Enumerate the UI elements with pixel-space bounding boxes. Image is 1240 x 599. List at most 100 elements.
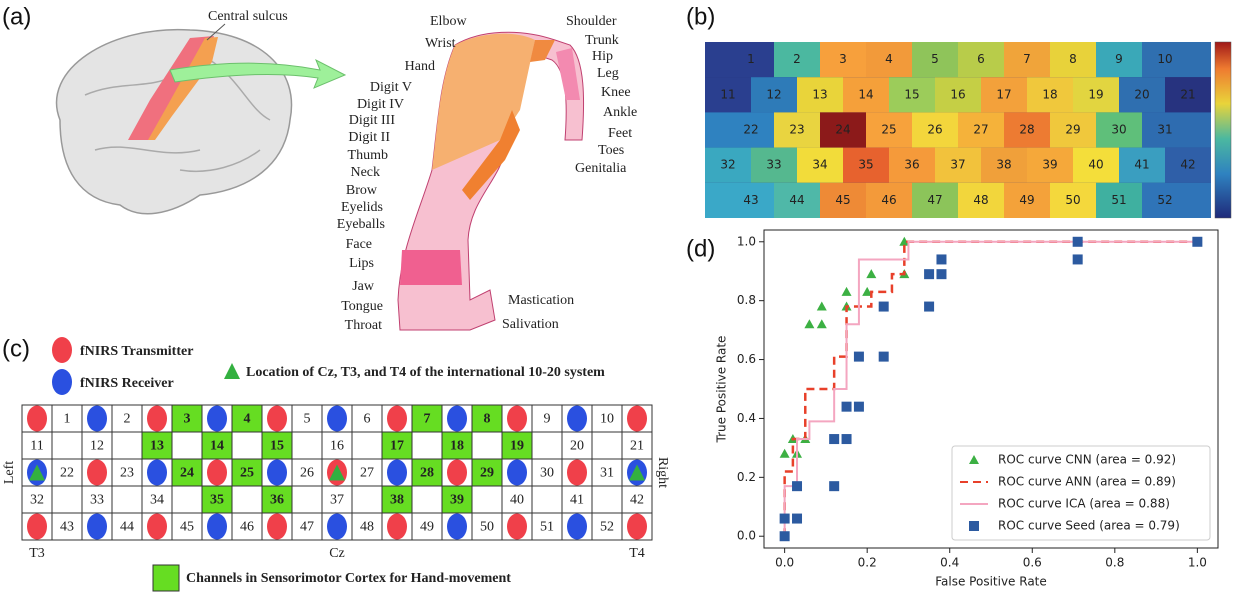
y-tick-label: 0.0: [737, 529, 756, 543]
channel-label: 27: [360, 466, 374, 481]
channel-label: 49: [1019, 193, 1034, 207]
grid-cell: [51, 431, 83, 460]
legend-swatch: [152, 564, 180, 592]
channel-label: 34: [812, 158, 827, 172]
channel-label: 16: [330, 439, 344, 454]
body-part-label: Digit V: [370, 80, 412, 95]
optode: [147, 513, 167, 540]
channel-label: 46: [240, 520, 254, 535]
grid-cell: [51, 485, 83, 514]
heatmap-cell: [774, 182, 820, 218]
y-tick-label: 1.0: [737, 234, 756, 248]
channel-label: 45: [835, 193, 850, 207]
heatmap-cell: [1165, 147, 1211, 183]
optode: [147, 405, 167, 432]
grid-cell: [171, 485, 203, 514]
body-part-labels: Elbow Shoulder Wrist Trunk Hip Hand Leg …: [337, 14, 637, 333]
channel-label: 7: [1023, 52, 1031, 66]
data-point: [1192, 236, 1203, 247]
x-tick-label: 0.6: [1023, 556, 1042, 570]
heatmap-cell: [1027, 77, 1073, 113]
grid-cell: [441, 431, 473, 460]
grid-cell: [201, 431, 233, 460]
legend-label: ROC curve ICA (area = 0.88): [998, 497, 1170, 511]
channel-label: 39: [450, 493, 464, 508]
channel-label: 35: [210, 493, 224, 508]
panel-label: (c): [2, 335, 30, 362]
channel-label: 23: [120, 466, 134, 481]
grid-cell: [621, 431, 653, 460]
grid-cell: [471, 512, 503, 541]
heatmap-cell: [705, 77, 751, 113]
grid-cell: [531, 431, 563, 460]
channel-label: 1: [64, 412, 71, 427]
grid-cell: [531, 458, 563, 487]
channel-label: 48: [973, 193, 988, 207]
body-part-label: Shoulder: [566, 14, 617, 29]
optode: [447, 405, 467, 432]
reference-label: Cz: [329, 546, 345, 561]
data-point: [878, 301, 889, 312]
heatmap-cell: [981, 147, 1027, 183]
y-tick-label: 0.4: [737, 411, 756, 425]
heatmap-edge: [705, 42, 728, 78]
channel-label: 29: [480, 466, 494, 481]
channel-label: 3: [184, 412, 191, 427]
channel-label: 28: [420, 466, 434, 481]
body-part-label: Feet: [608, 126, 632, 141]
data-point: [853, 351, 864, 362]
heatmap-cell: [705, 147, 751, 183]
channel-label: 17: [996, 87, 1011, 101]
heatmap-cell: [1096, 42, 1142, 78]
channel-label: 34: [150, 493, 164, 508]
heatmap-cell: [958, 42, 1004, 78]
optode: [207, 405, 227, 432]
data-point: [841, 434, 852, 445]
channel-label: 38: [996, 158, 1011, 172]
data-point: [841, 401, 852, 412]
central-sulcus-label: Central sulcus: [208, 9, 288, 24]
heatmap-cell: [1004, 112, 1050, 148]
side-label: Right: [655, 457, 670, 488]
data-point: [779, 448, 790, 458]
channel-label: 22: [743, 123, 758, 137]
channel-label: 51: [1111, 193, 1126, 207]
channel-label: 4: [244, 412, 251, 427]
heatmap-cell: [820, 182, 866, 218]
heatmap-cell: [866, 182, 912, 218]
grid-cell: [621, 485, 653, 514]
optode: [87, 513, 107, 540]
body-part-label: Trunk: [585, 33, 619, 48]
heatmap-edge: [1188, 112, 1211, 148]
roc-line: [783, 240, 1198, 537]
legend-marker: [969, 455, 979, 464]
grid-cell: [531, 404, 563, 433]
y-tick-label: 0.2: [737, 470, 756, 484]
channel-label: 17: [390, 439, 404, 454]
heatmap-cell: [1050, 42, 1096, 78]
channel-label: 45: [180, 520, 194, 535]
heatmap-cell: [1142, 182, 1188, 218]
legend-label: Channels in Sensorimotor Cortex for Hand…: [186, 571, 511, 586]
channel-label: 8: [1069, 52, 1077, 66]
heatmap-cell: [728, 42, 774, 78]
data-point: [792, 513, 803, 524]
optode: [567, 459, 587, 486]
side-label: Left: [2, 461, 17, 484]
panel-label: (b): [686, 3, 715, 30]
channel-label: 25: [240, 466, 254, 481]
channel-label: 2: [793, 52, 801, 66]
heatmap-cell: [728, 112, 774, 148]
channel-label: 6: [977, 52, 985, 66]
channel-label: 32: [720, 158, 735, 172]
body-part-label: Hip: [592, 49, 613, 64]
optode: [387, 513, 407, 540]
channel-label: 40: [1088, 158, 1103, 172]
body-part-label: Neck: [350, 165, 380, 180]
heatmap-cell: [1050, 112, 1096, 148]
grid-cell: [171, 431, 203, 460]
panel-label: (a): [2, 3, 31, 30]
grid-cell: [291, 485, 323, 514]
channel-label: 12: [766, 87, 781, 101]
body-part-label: Mastication: [508, 293, 574, 308]
